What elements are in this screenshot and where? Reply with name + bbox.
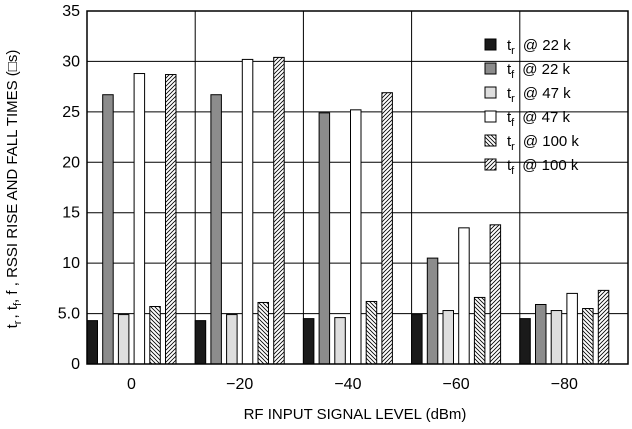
bar-5-1 <box>273 56 285 365</box>
bar-1-1 <box>210 94 222 365</box>
y-tick-label: 20 <box>62 154 80 171</box>
legend-swatch-1 <box>484 62 497 75</box>
bar-4-0 <box>149 306 161 365</box>
bar-5-4 <box>597 289 610 365</box>
bar-4-1 <box>257 301 269 365</box>
x-tick-label: −80 <box>551 376 578 393</box>
legend-swatch-5 <box>484 158 497 171</box>
legend-swatch-0 <box>484 38 497 51</box>
x-tick-label: −40 <box>334 376 361 393</box>
bar-1-0 <box>102 94 114 365</box>
y-tick-label: 35 <box>62 3 80 20</box>
bar-4-2 <box>365 300 378 365</box>
bar-1-2 <box>318 112 331 365</box>
legend-label-0: tr @ 22 k <box>507 37 571 57</box>
bar-3-1 <box>241 58 254 365</box>
y-tick-label: 5.0 <box>58 306 80 323</box>
legend-swatch-2 <box>484 86 497 99</box>
plot-border <box>86 10 629 365</box>
legend-label-5: tf @ 100 k <box>507 157 579 177</box>
y-tick-label: 10 <box>62 255 80 272</box>
bar-2-1 <box>226 314 238 365</box>
bar-5-2 <box>381 92 393 365</box>
legend-label-3: tf @ 47 k <box>507 109 570 129</box>
legend-label-2: tr @ 47 k <box>507 85 571 105</box>
plot-frame <box>86 10 629 365</box>
bar-2-3 <box>442 310 454 365</box>
y-tick-label: 15 <box>62 205 80 222</box>
bar-3-2 <box>350 109 362 365</box>
bar-1-3 <box>426 257 439 365</box>
bar-3-4 <box>566 292 578 365</box>
x-tick-labels: 0 −20 −40 −60 −80 <box>127 376 578 393</box>
bar-3-3 <box>458 227 470 365</box>
legend-label-4: tr @ 100 k <box>507 133 579 153</box>
y-axis-label: tr, tf, f , RSSI RISE AND FALL TIMES (□s… <box>4 50 24 329</box>
bars-group <box>86 56 610 365</box>
bar-3-0 <box>133 73 146 365</box>
bar-0-0 <box>86 320 98 365</box>
bar-1-4 <box>535 303 547 365</box>
bar-2-4 <box>550 310 563 365</box>
bar-0-2 <box>302 318 315 365</box>
bar-4-3 <box>473 296 486 365</box>
bar-2-0 <box>117 314 130 365</box>
x-tick-label: −20 <box>226 376 253 393</box>
x-tick-label: 0 <box>127 376 136 393</box>
x-tick-label: −60 <box>443 376 470 393</box>
legend-swatch-3 <box>484 110 497 123</box>
y-tick-label: 25 <box>62 104 80 121</box>
legend-label-1: tf @ 22 k <box>507 61 570 81</box>
bar-4-4 <box>582 308 594 365</box>
legend: tr @ 22 k tf @ 22 k tr @ 47 k tf @ 47 k tr @ 100 … <box>484 37 579 177</box>
y-tick-label: 0 <box>71 356 80 373</box>
bar-0-1 <box>194 320 207 365</box>
bar-5-0 <box>165 74 177 365</box>
bar-5-3 <box>489 224 502 365</box>
x-axis-label: RF INPUT SIGNAL LEVEL (dBm) <box>244 406 467 423</box>
bar-2-2 <box>334 317 346 365</box>
bar-0-4 <box>519 318 531 365</box>
bar-0-3 <box>411 314 423 365</box>
y-tick-labels: 0 5.0 10 15 20 25 30 35 <box>58 3 80 373</box>
y-tick-label: 30 <box>62 53 80 70</box>
legend-swatch-4 <box>484 134 497 147</box>
